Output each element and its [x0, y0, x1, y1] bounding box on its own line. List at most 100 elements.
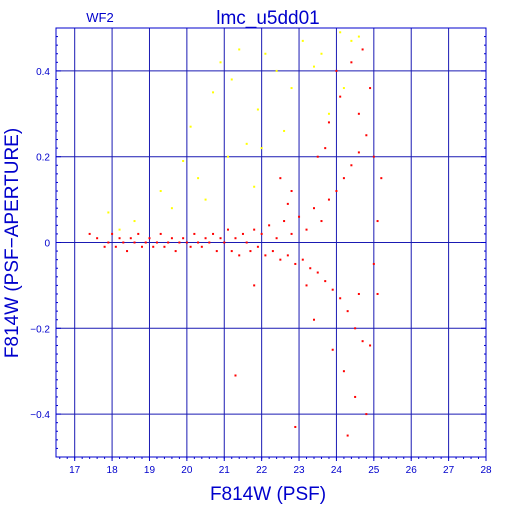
data-point — [234, 237, 237, 240]
data-point — [376, 292, 379, 295]
data-point — [365, 134, 368, 137]
data-point — [219, 237, 222, 240]
chip-label: WF2 — [86, 10, 113, 25]
rejected-point — [159, 190, 162, 193]
data-point — [88, 232, 91, 235]
data-points — [88, 31, 383, 437]
x-tick-label: 28 — [480, 465, 492, 476]
data-point — [316, 155, 319, 158]
rejected-point — [260, 147, 263, 150]
data-point — [223, 241, 226, 244]
data-point — [327, 198, 330, 201]
x-tick-label: 21 — [219, 465, 231, 476]
data-point — [253, 228, 256, 231]
data-point — [305, 228, 308, 231]
y-tick-label: −0.2 — [30, 324, 50, 335]
data-point — [361, 48, 364, 51]
data-point — [245, 241, 248, 244]
rejected-point — [197, 177, 200, 180]
data-point — [122, 241, 125, 244]
data-point — [189, 245, 192, 248]
data-point — [204, 237, 207, 240]
data-point — [141, 245, 143, 248]
rejected-point — [357, 35, 360, 38]
data-point — [346, 310, 349, 313]
x-tick-label: 24 — [331, 465, 343, 476]
data-point — [376, 220, 379, 223]
data-point — [294, 425, 297, 428]
data-point — [241, 232, 244, 235]
data-point — [107, 241, 110, 244]
rejected-point — [253, 185, 256, 188]
data-point — [129, 237, 132, 240]
data-point — [227, 228, 229, 231]
data-point — [298, 215, 301, 218]
data-point — [335, 190, 338, 193]
tick-marks — [56, 27, 487, 461]
tick-labels: 17 18 19 20 21 22 23 24 25 26 27 28 −0.4 −0.2 0 0.2 0.4 — [30, 67, 492, 476]
rejected-point — [238, 48, 241, 51]
data-point — [331, 348, 334, 351]
data-point — [208, 241, 211, 244]
data-point — [279, 177, 282, 180]
rejected-point — [182, 159, 185, 162]
data-point — [354, 327, 357, 330]
rejected-point — [230, 78, 233, 81]
rejected-point — [204, 198, 207, 201]
x-tick-label: 25 — [368, 465, 380, 476]
data-point — [335, 69, 338, 72]
data-point — [290, 232, 293, 235]
data-point — [372, 262, 375, 265]
data-point — [197, 241, 200, 244]
chart-title: lmc_u5dd01 — [216, 8, 320, 29]
data-point — [111, 232, 114, 235]
data-point — [286, 202, 289, 205]
data-point — [346, 434, 349, 437]
data-point — [268, 224, 271, 227]
data-point — [361, 340, 364, 343]
data-point — [342, 177, 345, 180]
data-point — [342, 370, 345, 373]
data-point — [185, 241, 188, 244]
x-tick-label: 23 — [293, 465, 305, 476]
x-tick-label: 18 — [107, 465, 119, 476]
data-point — [152, 245, 155, 248]
data-point — [238, 254, 241, 257]
rejected-point — [118, 228, 121, 231]
data-point — [249, 250, 252, 253]
data-point — [354, 395, 357, 398]
data-point — [365, 413, 368, 416]
data-point — [260, 232, 263, 235]
y-tick-label: 0.2 — [36, 153, 50, 164]
x-tick-label: 20 — [181, 465, 193, 476]
x-tick-label: 22 — [256, 465, 268, 476]
y-tick-label: −0.4 — [30, 410, 50, 421]
rejected-point — [264, 52, 267, 55]
data-point — [324, 147, 327, 150]
data-point — [256, 245, 259, 248]
data-point — [103, 245, 106, 248]
rejected-point — [350, 39, 353, 42]
data-point — [313, 207, 315, 210]
data-point — [126, 250, 129, 253]
x-tick-label: 27 — [443, 465, 455, 476]
data-point — [133, 241, 136, 244]
rejected-point — [133, 220, 136, 223]
y-axis-label: F814W (PSF−APERTURE) — [2, 128, 23, 358]
data-point — [339, 297, 342, 300]
data-point — [350, 164, 353, 167]
data-point — [118, 237, 121, 240]
x-tick-label: 26 — [406, 465, 418, 476]
data-point — [324, 280, 327, 283]
rejected-point — [107, 211, 110, 214]
data-point — [309, 267, 312, 270]
data-point — [301, 258, 304, 261]
data-point — [372, 155, 375, 158]
data-point — [170, 237, 173, 240]
data-point — [96, 237, 99, 240]
rejected-point — [245, 142, 248, 145]
x-tick-label: 17 — [69, 465, 81, 476]
data-point — [114, 245, 117, 248]
grid-lines — [56, 28, 487, 457]
